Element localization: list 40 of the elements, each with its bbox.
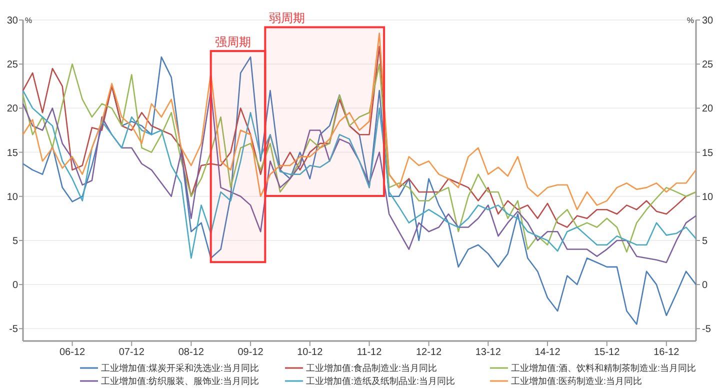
x-tick-label: 14-12 bbox=[534, 347, 561, 358]
x-tick-label: 09-12 bbox=[238, 347, 264, 358]
y-tick-label: 15 bbox=[6, 148, 18, 159]
y2-tick-label: 20 bbox=[702, 104, 714, 115]
y2-axis-title: % bbox=[686, 16, 694, 25]
line-series bbox=[22, 32, 697, 210]
y2-tick-label: 0 bbox=[702, 280, 708, 292]
y2-tick-label: 5 bbox=[702, 236, 708, 247]
line-series bbox=[22, 56, 697, 325]
x-tick-label: 15-12 bbox=[594, 347, 620, 358]
x-tick-label: 16-12 bbox=[654, 347, 680, 358]
band-label: 弱周期 bbox=[269, 11, 306, 26]
x-tick-label: 12-12 bbox=[416, 347, 442, 358]
x-tick-label: 08-12 bbox=[178, 347, 204, 358]
y-tick-label: 30 bbox=[6, 16, 18, 26]
y-tick-label: 10 bbox=[6, 192, 18, 203]
x-tick-label: 06-12 bbox=[59, 347, 86, 358]
legend-label: 工业增加值:纺织服装、服饰业:当月同比 bbox=[101, 376, 260, 386]
y-tick-label: 20 bbox=[6, 104, 18, 115]
y-tick-label: 25 bbox=[6, 60, 18, 71]
legend-label: 工业增加值:造纸及纸制品业:当月同比 bbox=[306, 376, 456, 386]
line-series bbox=[22, 63, 697, 253]
y2-tick-label: -5 bbox=[702, 324, 712, 336]
x-tick-label: 10-12 bbox=[297, 347, 324, 358]
legend-label: 工业增加值:酒、饮料和精制茶制造业:当月同比 bbox=[511, 363, 696, 374]
y-tick-label: 5 bbox=[12, 236, 18, 247]
y-axis-title: % bbox=[25, 16, 32, 25]
legend-label: 工业增加值:食品制造业:当月同比 bbox=[306, 363, 438, 374]
y2-tick-label: 15 bbox=[702, 148, 714, 159]
y2-tick-label: 30 bbox=[702, 16, 714, 26]
y-tick-label: 0 bbox=[12, 280, 18, 292]
y2-tick-label: 10 bbox=[702, 192, 714, 203]
band-label: 强周期 bbox=[214, 35, 251, 50]
x-tick-label: 13-12 bbox=[475, 347, 502, 358]
x-tick-label: 07-12 bbox=[118, 347, 145, 358]
x-tick-label: 11-12 bbox=[356, 347, 382, 358]
legend-label: 工业增加值:煤炭开采和洗选业:当月同比 bbox=[101, 363, 260, 374]
legend-label: 工业增加值:医药制造业:当月同比 bbox=[511, 376, 642, 386]
y2-tick-label: 25 bbox=[702, 60, 714, 71]
y-tick-label: -5 bbox=[9, 324, 18, 336]
